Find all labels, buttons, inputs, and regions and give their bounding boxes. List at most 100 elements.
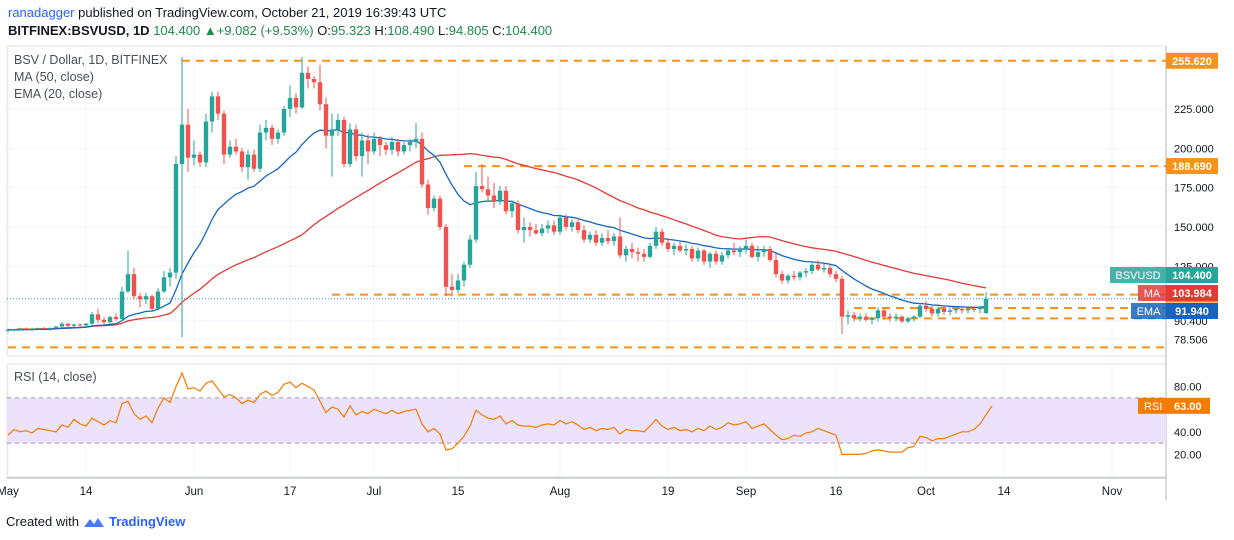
candle (803, 267, 809, 278)
candle (347, 123, 353, 168)
rsi-tag-label: RSI (1144, 401, 1162, 413)
candles[interactable] (5, 57, 989, 338)
candle (503, 186, 509, 215)
author-name[interactable]: ranadagger (8, 5, 75, 20)
candle-body (935, 308, 941, 314)
candle-body (911, 316, 917, 319)
candle (383, 141, 389, 155)
ema-line (7, 128, 987, 331)
price-tag: MA 103.984 (1138, 285, 1218, 301)
candle (335, 113, 341, 136)
candle (851, 311, 857, 322)
rsi-legend: RSI (14, close) (14, 370, 97, 384)
x-tick-label: 17 (284, 486, 297, 498)
candle-body (905, 318, 911, 322)
candle (749, 242, 755, 259)
candle (701, 248, 707, 265)
level-label-box (1166, 158, 1218, 175)
candle (641, 248, 647, 262)
candle-body (737, 248, 743, 253)
candle-body (887, 316, 893, 319)
candle (629, 242, 635, 259)
x-tick-label: Sep (736, 486, 756, 498)
candle (437, 195, 443, 231)
candle (671, 242, 677, 256)
candle (785, 274, 791, 284)
candle (479, 164, 485, 193)
candle-body (515, 203, 521, 231)
candle-body (5, 329, 11, 331)
candle (587, 231, 593, 243)
ma-layer (7, 128, 987, 331)
candle-body (569, 222, 575, 227)
price-tag-name: EMA (1137, 306, 1162, 318)
candle-body (251, 154, 257, 169)
price-pane[interactable] (6, 45, 1167, 357)
candle-body (329, 129, 335, 136)
candle-body (713, 253, 719, 262)
candle-body (407, 141, 413, 146)
x-tick-label: 14 (998, 486, 1011, 498)
candle (485, 176, 491, 201)
y-tick-label: 78.506 (1174, 334, 1208, 346)
candle-body (821, 267, 827, 270)
candle-body (77, 324, 83, 326)
candle (683, 244, 689, 256)
candle (299, 57, 305, 109)
candle-body (155, 291, 161, 309)
candle (5, 328, 11, 333)
candle (725, 248, 731, 259)
candle-body (281, 108, 287, 133)
candle-body (41, 327, 47, 329)
candle-body (953, 308, 959, 311)
candle (557, 214, 563, 235)
candle-body (365, 140, 371, 152)
candle (821, 263, 827, 273)
candle-body (923, 305, 929, 309)
candle (647, 242, 653, 259)
candle-body (101, 319, 107, 323)
candle-body (317, 82, 323, 105)
candle (497, 186, 503, 205)
candle (143, 293, 149, 305)
candle-body (59, 323, 65, 327)
candle (563, 214, 569, 231)
candle (719, 252, 725, 265)
candle-body (857, 316, 863, 319)
open-value: 95.323 (330, 23, 371, 38)
candle-body (527, 226, 533, 231)
candle-body (755, 252, 761, 257)
candle (377, 135, 383, 157)
candle (161, 271, 167, 294)
candle (857, 313, 863, 322)
candle-body (389, 141, 395, 150)
candle (419, 132, 425, 188)
candle (917, 302, 923, 319)
candle-body (377, 138, 383, 146)
candle-body (497, 190, 503, 202)
candle (47, 327, 53, 331)
candle-body (947, 310, 953, 312)
candle (77, 323, 83, 327)
low-label: L: (437, 23, 449, 38)
candle (767, 245, 773, 262)
candle-body (425, 184, 431, 209)
candle (809, 263, 815, 275)
candle-body (461, 264, 467, 281)
candle-body (521, 226, 527, 231)
candle (371, 132, 377, 155)
candle (827, 264, 833, 278)
candle (875, 307, 881, 322)
candle (65, 322, 71, 327)
candle (545, 220, 551, 234)
rsi-tick-label: 40.00 (1174, 427, 1202, 439)
candle (167, 267, 173, 287)
tradingview-brand[interactable]: TradingView (108, 514, 186, 529)
candle (779, 271, 785, 284)
candle (227, 140, 233, 158)
candle-body (353, 129, 359, 157)
candle (41, 327, 47, 330)
candle (431, 195, 437, 212)
price-tag-name: MA (1144, 288, 1161, 300)
